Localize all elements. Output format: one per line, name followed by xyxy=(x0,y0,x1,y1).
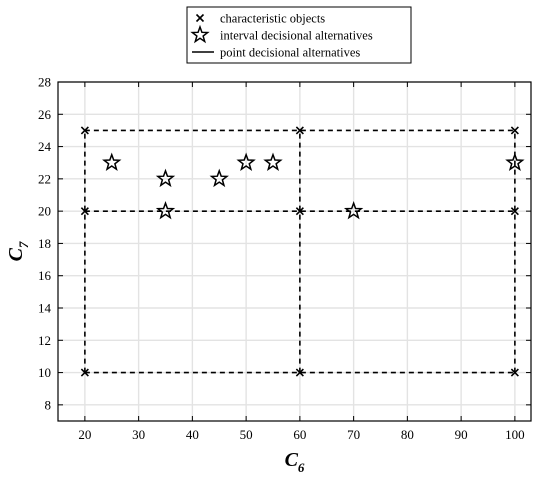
y-axis-label: C7 xyxy=(5,241,31,261)
x-tick-label: 50 xyxy=(240,427,253,442)
interval-alternative-point xyxy=(505,152,525,171)
characteristic-object-point xyxy=(510,207,519,216)
x-tick-label: 80 xyxy=(401,427,414,442)
y-tick-label: 14 xyxy=(38,301,52,316)
interval-alternative-point xyxy=(263,152,283,171)
interval-alternative-point xyxy=(236,152,256,171)
legend-label: interval decisional alternatives xyxy=(220,29,373,43)
x-tick-label: 70 xyxy=(347,427,360,442)
interval-alternative-point xyxy=(209,168,229,188)
y-tick-label: 24 xyxy=(38,139,52,154)
interval-alternative-point xyxy=(155,168,176,188)
legend-label: point decisional alternatives xyxy=(220,46,360,60)
x-tick-label: 60 xyxy=(293,427,306,442)
characteristic-object-point xyxy=(295,126,304,135)
characteristic-object-point xyxy=(510,126,519,135)
characteristic-object-point xyxy=(80,207,89,216)
legend-label: characteristic objects xyxy=(220,12,325,26)
legend-box xyxy=(186,6,412,64)
legend-star-marker xyxy=(190,24,210,44)
y-tick-label: 28 xyxy=(38,75,51,90)
x-tick-label: 40 xyxy=(186,427,199,442)
axes-box xyxy=(57,81,532,422)
characteristic-object-point xyxy=(510,368,519,377)
y-tick-label: 26 xyxy=(38,107,52,122)
y-tick-label: 22 xyxy=(38,171,51,186)
y-tick-label: 12 xyxy=(38,333,51,348)
interval-alternative-point xyxy=(102,152,122,171)
x-tick-label: 20 xyxy=(78,427,91,442)
x-tick-label: 100 xyxy=(505,427,525,442)
characteristic-object-point xyxy=(295,368,304,377)
characteristic-object-point xyxy=(80,126,89,135)
y-tick-label: 8 xyxy=(45,397,52,412)
y-tick-label: 18 xyxy=(38,236,51,251)
legend-x-marker xyxy=(195,13,205,23)
interval-alternative-point xyxy=(343,200,364,220)
y-tick-label: 16 xyxy=(38,268,52,283)
x-tick-label: 90 xyxy=(455,427,468,442)
y-tick-label: 10 xyxy=(38,365,51,380)
x-axis-label: C6 xyxy=(285,449,305,475)
characteristic-object-point xyxy=(80,368,89,377)
y-tick-label: 20 xyxy=(38,204,51,219)
plot-area xyxy=(58,82,531,421)
interval-alternative-point xyxy=(155,200,176,220)
characteristic-object-point xyxy=(295,207,304,216)
x-tick-label: 30 xyxy=(132,427,145,442)
